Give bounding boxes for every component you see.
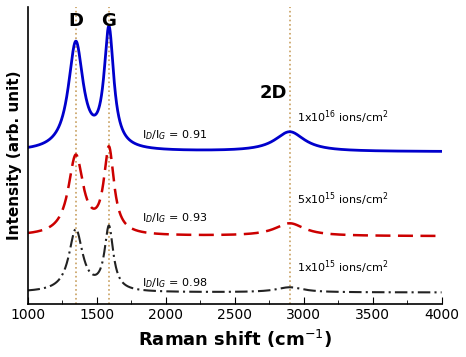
- Text: 5x10$^{15}$ ions/cm$^2$: 5x10$^{15}$ ions/cm$^2$: [297, 190, 388, 207]
- Text: 1x10$^{16}$ ions/cm$^2$: 1x10$^{16}$ ions/cm$^2$: [297, 108, 388, 126]
- Text: I$_D$/I$_G$ = 0.91: I$_D$/I$_G$ = 0.91: [142, 128, 207, 142]
- Text: I$_D$/I$_G$ = 0.98: I$_D$/I$_G$ = 0.98: [142, 276, 208, 290]
- Y-axis label: Intensity (arb. unit): Intensity (arb. unit): [7, 70, 22, 240]
- Text: 1x10$^{15}$ ions/cm$^2$: 1x10$^{15}$ ions/cm$^2$: [297, 258, 388, 276]
- Text: G: G: [102, 12, 116, 30]
- Text: 2D: 2D: [260, 84, 287, 102]
- Text: D: D: [69, 12, 83, 30]
- Text: I$_D$/I$_G$ = 0.93: I$_D$/I$_G$ = 0.93: [142, 211, 207, 225]
- X-axis label: Raman shift (cm$^{-1}$): Raman shift (cm$^{-1}$): [137, 328, 331, 350]
